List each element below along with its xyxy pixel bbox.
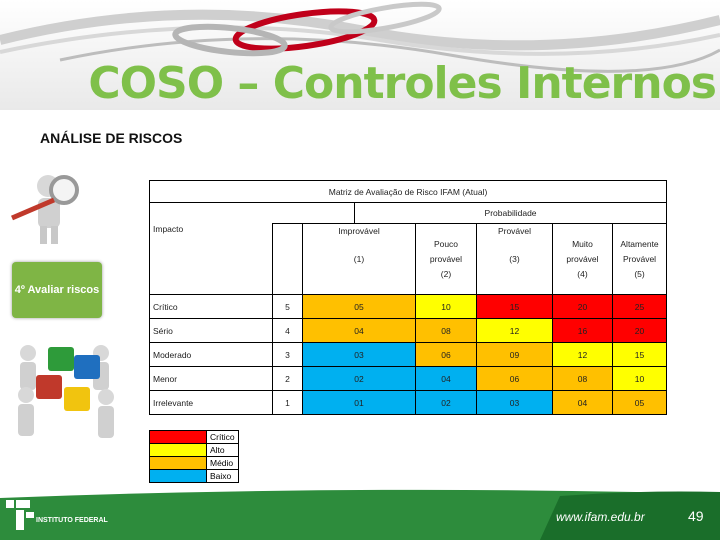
logo-text: INSTITUTO FEDERAL bbox=[36, 517, 109, 524]
matrix-body: Crítico 5 05 10 15 20 25 Sério 4 04 08 12 16 20 Modera… bbox=[149, 294, 668, 415]
column-label: Provável bbox=[497, 226, 532, 236]
risk-score-cell: 20 bbox=[611, 318, 668, 343]
risk-score-cell: 08 bbox=[415, 318, 477, 343]
impact-weight: 5 bbox=[272, 294, 303, 319]
risk-score-cell: 02 bbox=[302, 366, 416, 391]
page-number: 49 bbox=[688, 508, 704, 524]
risk-score-cell: 05 bbox=[611, 390, 668, 415]
risk-score-cell: 16 bbox=[552, 318, 613, 343]
risk-score-cell: 04 bbox=[415, 366, 477, 391]
column-code: (3) bbox=[509, 254, 520, 264]
column-label: Altamente Provável bbox=[620, 238, 659, 264]
column-code: (1) bbox=[353, 254, 365, 264]
footer-bar bbox=[0, 489, 720, 540]
risk-score-cell: 15 bbox=[476, 294, 553, 319]
risk-score-cell: 12 bbox=[476, 318, 553, 343]
column-header: Altamente Provável (5) bbox=[611, 223, 668, 295]
legend-item: Alto bbox=[149, 443, 239, 457]
table-row: Sério 4 04 08 12 16 20 bbox=[149, 318, 668, 343]
impact-label: Crítico bbox=[149, 294, 273, 319]
legend-swatch bbox=[149, 456, 207, 470]
legend-swatch bbox=[149, 469, 207, 483]
column-code: (4) bbox=[577, 268, 588, 279]
legend-item: Baixo bbox=[149, 469, 239, 483]
impact-label: Sério bbox=[149, 318, 273, 343]
probability-header: Probabilidade bbox=[353, 202, 668, 224]
risk-score-cell: 04 bbox=[302, 318, 416, 343]
risk-score-cell: 15 bbox=[611, 342, 668, 367]
header-decoration bbox=[0, 0, 720, 110]
legend-item: Médio bbox=[149, 456, 239, 470]
step-badge: 4º Avaliar riscos bbox=[12, 262, 102, 318]
legend-label: Alto bbox=[206, 443, 239, 457]
risk-score-cell: 05 bbox=[302, 294, 416, 319]
table-row: Crítico 5 05 10 15 20 25 bbox=[149, 294, 668, 319]
risk-score-cell: 02 bbox=[415, 390, 477, 415]
impact-label: Menor bbox=[149, 366, 273, 391]
risk-score-cell: 06 bbox=[476, 366, 553, 391]
risk-score-cell: 04 bbox=[552, 390, 613, 415]
risk-score-cell: 10 bbox=[415, 294, 477, 319]
column-header: Pouco provável (2) bbox=[415, 223, 477, 295]
column-code: (2) bbox=[440, 268, 452, 279]
column-header: Improvável (1) bbox=[302, 223, 416, 295]
risk-score-cell: 09 bbox=[476, 342, 553, 367]
column-header: Muito provável (4) bbox=[552, 223, 613, 295]
impact-header: Impacto bbox=[149, 223, 273, 295]
section-subtitle: ANÁLISE DE RISCOS bbox=[40, 130, 183, 146]
puzzle-team-illustration bbox=[18, 345, 114, 438]
risk-score-cell: 10 bbox=[611, 366, 668, 391]
impact-weight: 3 bbox=[272, 342, 303, 367]
site-url[interactable]: www.ifam.edu.br bbox=[556, 510, 645, 524]
legend-label: Crítico bbox=[206, 430, 239, 444]
risk-legend: Crítico Alto Médio Baixo bbox=[149, 430, 239, 483]
risk-score-cell: 20 bbox=[552, 294, 613, 319]
legend-label: Baixo bbox=[206, 469, 239, 483]
column-label: Improvável bbox=[338, 226, 380, 236]
risk-score-cell: 03 bbox=[302, 342, 416, 367]
institute-logo: INSTITUTO FEDERAL bbox=[6, 500, 109, 530]
column-code: (5) bbox=[634, 268, 645, 279]
risk-score-cell: 25 bbox=[611, 294, 668, 319]
legend-label: Médio bbox=[206, 456, 239, 470]
legend-swatch bbox=[149, 430, 207, 444]
impact-weight: 1 bbox=[272, 390, 303, 415]
legend-swatch bbox=[149, 443, 207, 457]
person-magnifier-illustration bbox=[11, 175, 79, 244]
column-header: Provável (3) bbox=[476, 223, 553, 295]
risk-score-cell: 03 bbox=[476, 390, 553, 415]
risk-matrix-table: Matriz de Avaliação de Risco IFAM (Atual… bbox=[148, 180, 668, 415]
table-row: Moderado 3 03 06 09 12 15 bbox=[149, 342, 668, 367]
impact-label: Irrelevante bbox=[149, 390, 273, 415]
impact-weight: 4 bbox=[272, 318, 303, 343]
matrix-title: Matriz de Avaliação de Risco IFAM (Atual… bbox=[148, 180, 668, 203]
risk-score-cell: 01 bbox=[302, 390, 416, 415]
table-row: Menor 2 02 04 06 08 10 bbox=[149, 366, 668, 391]
column-label: Pouco provável bbox=[429, 238, 463, 264]
risk-score-cell: 08 bbox=[552, 366, 613, 391]
impact-label: Moderado bbox=[149, 342, 273, 367]
risk-score-cell: 06 bbox=[415, 342, 477, 367]
column-label: Muito provável bbox=[566, 238, 599, 264]
legend-item: Crítico bbox=[149, 430, 239, 444]
table-row: Irrelevante 1 01 02 03 04 05 bbox=[149, 390, 668, 415]
risk-score-cell: 12 bbox=[552, 342, 613, 367]
page-title: COSO – Controles Internos bbox=[88, 58, 717, 109]
impact-weight: 2 bbox=[272, 366, 303, 391]
